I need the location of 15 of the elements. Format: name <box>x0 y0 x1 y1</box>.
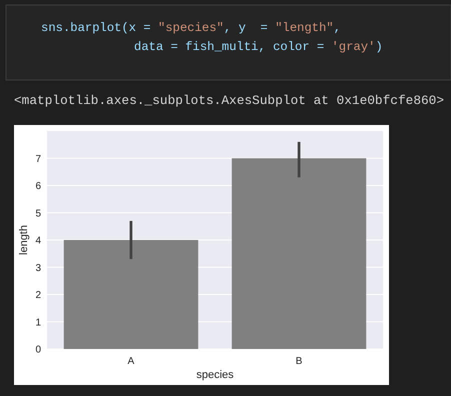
x-tick-label: B <box>296 356 303 367</box>
y-axis-title: length <box>18 225 30 255</box>
text: data = fish_multi, color = 'gray') <box>134 40 383 54</box>
x-tick-label: A <box>128 356 135 367</box>
y-tick-label: 5 <box>35 208 42 220</box>
text: <matplotlib.axes._subplots.AxesSubplot at 0x1e0bfcfe860> <box>14 93 444 108</box>
y-tick-label: 4 <box>35 236 42 246</box>
y-tick-label: 7 <box>35 154 42 165</box>
y-tick-label: 2 <box>35 290 42 301</box>
text: sns.barplot(x = "species", y = "length", <box>41 21 341 35</box>
y-tick-label: 3 <box>35 262 42 274</box>
x-axis-title: species <box>196 369 234 381</box>
y-tick-label: 6 <box>35 181 42 192</box>
y-tick-label: 1 <box>35 317 42 328</box>
y-tick-label: 0 <box>35 344 42 356</box>
